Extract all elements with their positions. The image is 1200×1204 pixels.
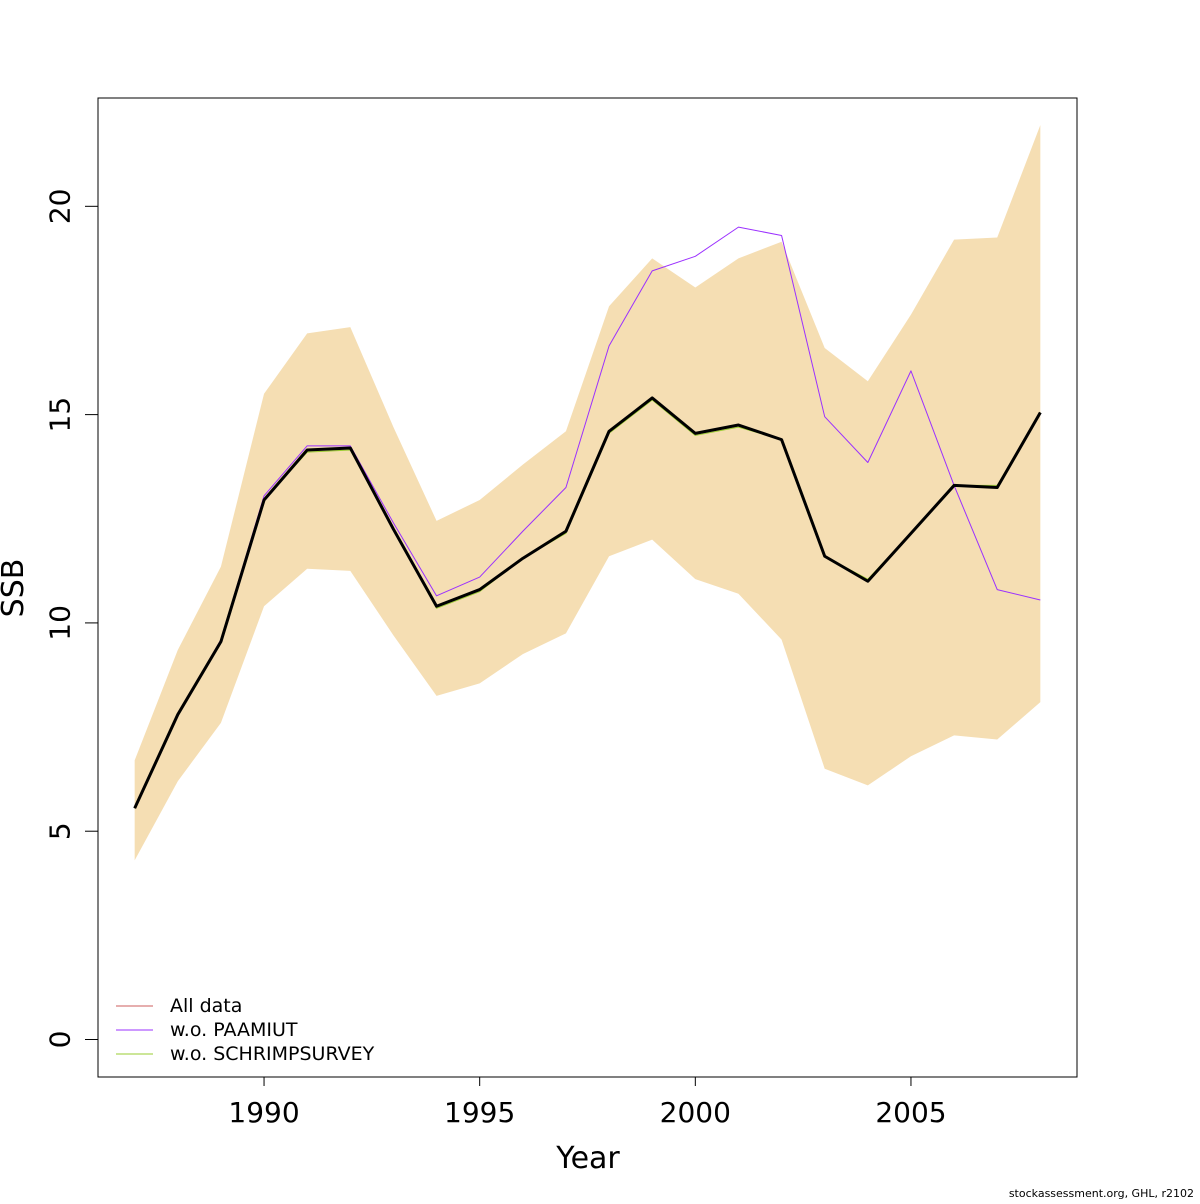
legend-label-1: All data (170, 995, 242, 1017)
y-tick-label-5: 5 (44, 822, 77, 840)
x-axis: 1990 1995 2000 2005 (228, 1077, 947, 1129)
footer-note: stockassessment.org, GHL, r2102 (1009, 1187, 1194, 1200)
y-tick-label-15: 15 (44, 397, 77, 433)
legend-label-3: w.o. SCHRIMPSURVEY (170, 1043, 375, 1065)
x-axis-title: Year (555, 1141, 620, 1176)
x-tick-label-2005: 2005 (875, 1096, 946, 1129)
confidence-band (134, 125, 1041, 861)
main-estimate-line (133, 396, 1042, 809)
y-tick-label-0: 0 (44, 1031, 77, 1049)
y-axis-title: SSB (0, 559, 31, 618)
x-tick-label-2000: 2000 (660, 1096, 731, 1129)
y-axis: 0 5 10 15 20 (44, 188, 98, 1049)
x-tick-label-1990: 1990 (228, 1096, 299, 1129)
plot-frame (97, 97, 1078, 1078)
x-tick-label-1995: 1995 (444, 1096, 515, 1129)
y-tick-label-20: 20 (44, 188, 77, 224)
legend-label-2: w.o. PAAMIUT (170, 1019, 298, 1041)
main-line-layer (133, 396, 1042, 809)
series-line-2 (134, 226, 1041, 809)
confidence-band-layer (134, 125, 1041, 861)
y-tick-label-10: 10 (44, 605, 77, 641)
